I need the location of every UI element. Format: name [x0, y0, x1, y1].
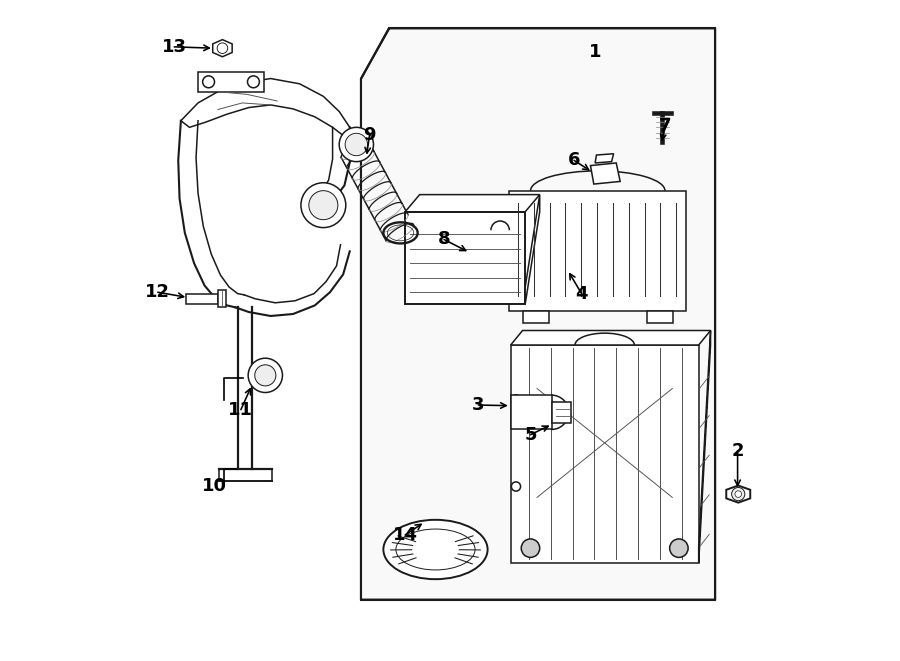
- Polygon shape: [510, 330, 710, 345]
- Polygon shape: [698, 330, 710, 563]
- Polygon shape: [526, 194, 540, 304]
- Polygon shape: [212, 40, 232, 57]
- Circle shape: [339, 128, 374, 162]
- Polygon shape: [552, 402, 572, 423]
- Circle shape: [735, 490, 742, 497]
- Polygon shape: [405, 212, 526, 304]
- Polygon shape: [405, 194, 540, 212]
- Text: 5: 5: [524, 426, 536, 444]
- Circle shape: [255, 365, 276, 386]
- Text: 3: 3: [472, 396, 484, 414]
- Text: 13: 13: [162, 38, 187, 56]
- Text: 9: 9: [364, 126, 376, 144]
- Circle shape: [732, 487, 745, 500]
- Polygon shape: [491, 230, 509, 283]
- Text: 14: 14: [392, 526, 418, 544]
- Polygon shape: [218, 290, 226, 307]
- Text: 7: 7: [659, 117, 671, 135]
- Circle shape: [248, 358, 283, 393]
- Polygon shape: [590, 163, 620, 184]
- Text: 12: 12: [145, 284, 170, 301]
- Circle shape: [670, 539, 688, 557]
- Ellipse shape: [396, 529, 475, 570]
- Circle shape: [202, 76, 214, 88]
- Text: 6: 6: [568, 151, 580, 169]
- Polygon shape: [509, 190, 686, 311]
- Circle shape: [217, 43, 228, 54]
- Text: 10: 10: [202, 477, 227, 494]
- Polygon shape: [198, 72, 264, 92]
- Polygon shape: [523, 311, 549, 323]
- Polygon shape: [595, 154, 614, 163]
- Polygon shape: [361, 28, 716, 600]
- Ellipse shape: [383, 520, 488, 579]
- Circle shape: [511, 395, 520, 404]
- Text: 1: 1: [589, 43, 601, 61]
- Text: 4: 4: [576, 285, 589, 303]
- Polygon shape: [726, 486, 751, 502]
- Polygon shape: [181, 79, 350, 141]
- Polygon shape: [510, 395, 552, 430]
- Polygon shape: [510, 345, 698, 563]
- Polygon shape: [646, 311, 673, 323]
- Circle shape: [301, 182, 346, 227]
- Polygon shape: [186, 293, 218, 304]
- Circle shape: [309, 190, 338, 219]
- Text: 11: 11: [229, 401, 254, 418]
- Text: 2: 2: [732, 442, 743, 459]
- Circle shape: [248, 76, 259, 88]
- Circle shape: [521, 539, 540, 557]
- Circle shape: [511, 482, 520, 491]
- Circle shape: [345, 134, 367, 156]
- Text: 8: 8: [437, 231, 450, 249]
